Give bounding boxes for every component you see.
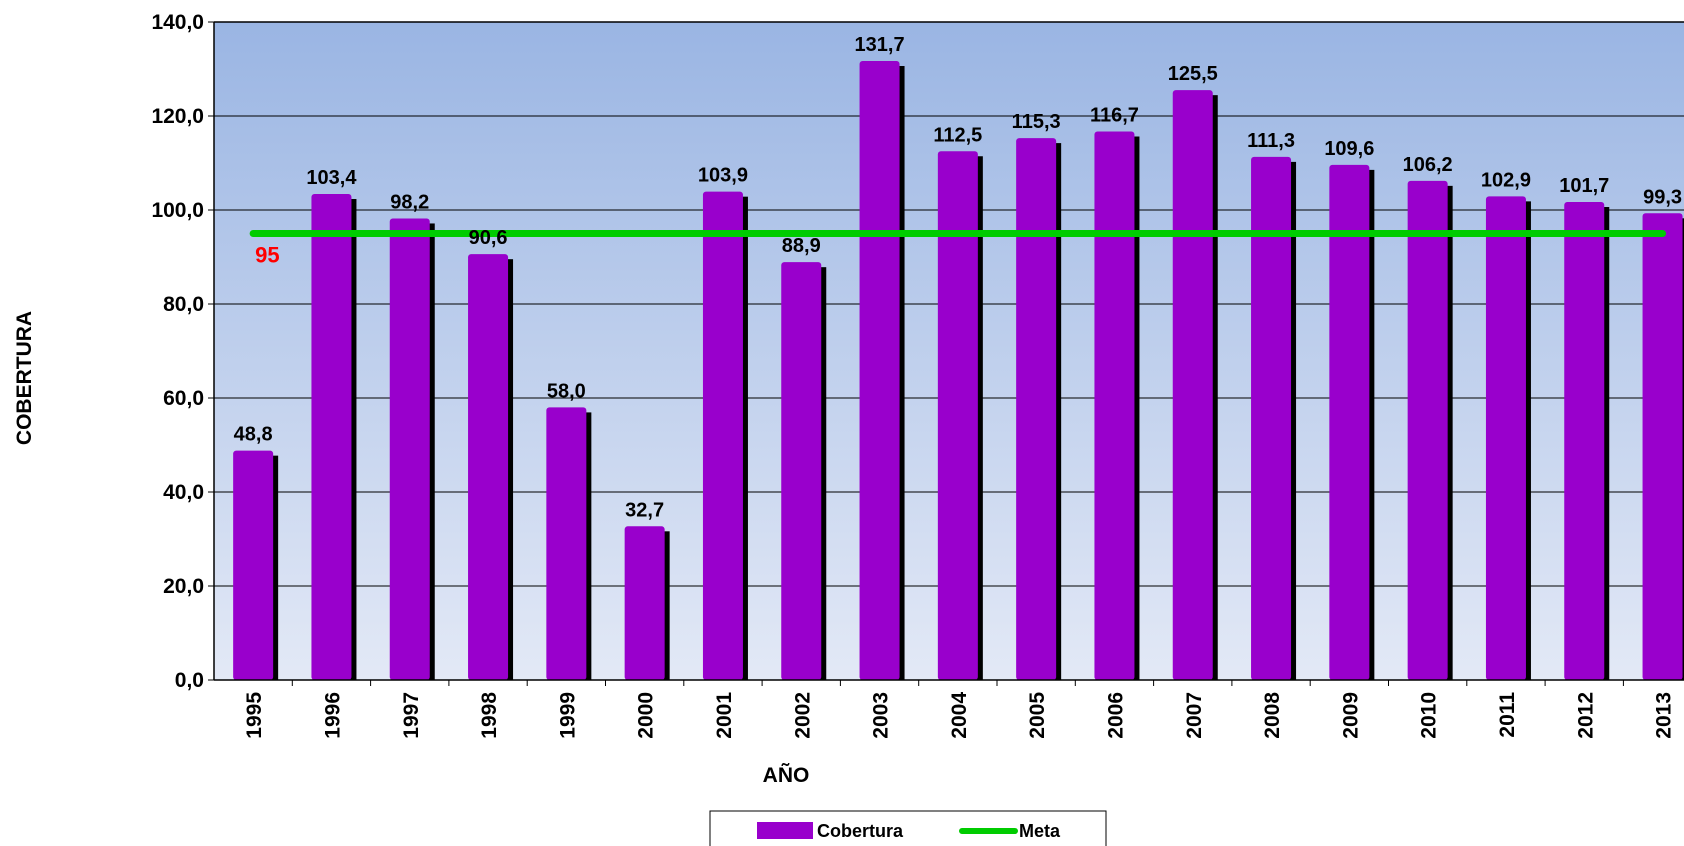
y-tick-label: 20,0	[163, 575, 204, 598]
x-tick-label-2001: 2001	[713, 692, 736, 739]
data-label-2001: 103,9	[698, 165, 748, 187]
y-tick-label: 40,0	[163, 481, 204, 504]
legend: Cobertura Meta	[709, 810, 1107, 846]
data-label-1996: 103,4	[306, 167, 357, 189]
bar-cobertura-2004	[937, 151, 978, 680]
bar-cobertura-2013	[1642, 213, 1683, 681]
x-tick-label-2009: 2009	[1339, 692, 1362, 739]
data-label-2005: 115,3	[1012, 111, 1061, 133]
data-label-2011: 102,9	[1481, 169, 1531, 191]
bar-cobertura-2007	[1172, 90, 1213, 680]
data-labels: 48,8 103,4 98,2 90,6 58,0 32,7 103,9 88,9 131,7 1…	[234, 34, 1682, 521]
bar-cobertura-2006	[1094, 131, 1135, 680]
data-label-1995: 48,8	[234, 424, 273, 446]
y-tick-label: 80,0	[163, 293, 204, 316]
legend-label-cobertura: Cobertura	[817, 821, 904, 841]
x-tick-label-1999: 1999	[556, 692, 579, 739]
data-label-2010: 106,2	[1403, 154, 1453, 176]
y-tick-label: 0,0	[175, 669, 204, 692]
x-tick-label-2008: 2008	[1261, 692, 1284, 739]
bar-cobertura-1996	[311, 194, 352, 680]
y-tick-label: 60,0	[163, 387, 204, 410]
y-tick-label: 140,0	[151, 11, 204, 34]
bar-cobertura-2000	[624, 526, 665, 680]
y-axis-title: COBERTURA	[13, 311, 36, 445]
data-label-2012: 101,7	[1559, 175, 1609, 197]
bar-cobertura-2005	[1016, 138, 1057, 681]
bar-cobertura-2011	[1485, 196, 1526, 680]
x-tick-label-2010: 2010	[1418, 692, 1441, 739]
data-label-2008: 111,3	[1247, 130, 1295, 152]
bar-cobertura-2008	[1251, 156, 1292, 680]
bar-cobertura-2010	[1407, 180, 1448, 681]
meta-line-group: 95	[249, 230, 1667, 268]
x-tick-label-1996: 1996	[321, 692, 344, 739]
data-label-2004: 112,5	[933, 124, 982, 146]
bars	[233, 61, 1684, 681]
bar-cobertura-2002	[781, 262, 822, 680]
x-tick-label-1997: 1997	[400, 692, 423, 739]
bar-cobertura-1999	[546, 407, 587, 680]
bar-cobertura-1997	[389, 218, 430, 680]
y-tick-label: 100,0	[151, 199, 204, 222]
axes: 0,0 20,0 40,0 60,0 80,0 100,0 120,0 140,0 1995 19…	[151, 11, 1684, 739]
x-tick-label-1998: 1998	[478, 692, 501, 739]
x-tick-label-2013: 2013	[1653, 692, 1676, 739]
data-label-2007: 125,5	[1168, 63, 1218, 85]
meta-value-label: 95	[255, 243, 279, 268]
bar-cobertura-2003	[859, 61, 900, 680]
x-tick-label-2012: 2012	[1574, 692, 1597, 739]
data-label-2000: 32,7	[625, 499, 664, 521]
data-label-1998: 90,6	[469, 227, 508, 249]
data-label-2006: 116,7	[1090, 105, 1139, 127]
data-label-2002: 88,9	[782, 235, 821, 257]
data-label-2009: 109,6	[1324, 138, 1374, 160]
x-tick-label-2003: 2003	[870, 692, 893, 739]
bar-cobertura-2012	[1564, 202, 1605, 680]
x-tick-label-2004: 2004	[948, 692, 971, 739]
x-tick-label-2007: 2007	[1183, 692, 1206, 739]
data-label-1999: 58,0	[547, 380, 586, 402]
x-tick-label-2006: 2006	[1104, 692, 1127, 739]
x-tick-label-2005: 2005	[1026, 692, 1049, 739]
data-label-1997: 98,2	[390, 191, 429, 213]
y-tick-label: 120,0	[151, 105, 204, 128]
bar-cobertura-1998	[468, 254, 509, 680]
data-label-2003: 131,7	[855, 34, 905, 56]
bar-cobertura-2009	[1329, 164, 1370, 680]
x-tick-label-2002: 2002	[791, 692, 814, 739]
legend-label-meta: Meta	[1019, 821, 1061, 841]
legend-swatch-cobertura	[757, 822, 813, 839]
bar-cobertura-2001	[702, 191, 743, 681]
data-label-2013: 99,3	[1643, 186, 1682, 208]
x-tick-label-2011: 2011	[1496, 692, 1519, 738]
x-tick-label-2000: 2000	[635, 692, 658, 739]
x-tick-label-1995: 1995	[243, 692, 266, 739]
bar-cobertura-1995	[233, 450, 274, 680]
x-axis-title: AÑO	[763, 764, 810, 787]
